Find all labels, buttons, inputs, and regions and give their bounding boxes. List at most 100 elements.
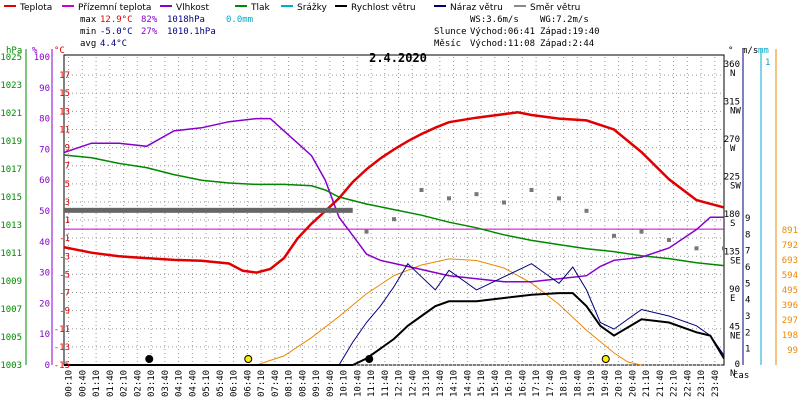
axis-hpa-tick: 1025: [0, 53, 22, 63]
axis-dir-label: SE: [730, 257, 741, 267]
legend: Teplota Přízemní teplota Vlhkost Tlak Srážky…: [4, 3, 580, 13]
time-tick: 10:10: [340, 370, 350, 397]
stat-max-press: 1018hPa: [167, 15, 205, 25]
axis-mm-tick: 1: [765, 58, 770, 68]
axis-pct-tick: 20: [39, 299, 50, 309]
axis-dir-label: S: [730, 219, 735, 229]
axis-dir-tick: 270: [724, 135, 740, 145]
axis-dir-label: NE: [730, 332, 741, 342]
axis-ms-tick: 1: [745, 345, 750, 355]
axes-layer: hPa1025102310211019101710151013101110091…: [0, 46, 798, 397]
legend-item: Teplota: [19, 3, 52, 13]
time-tick: 07:40: [271, 370, 281, 397]
wind-dir-point: [557, 196, 561, 201]
time-tick: 15:40: [491, 370, 501, 397]
axis-dir-tick: 135: [724, 248, 740, 258]
axis-temp-tick: 17: [59, 71, 70, 81]
time-tick: 04:40: [188, 370, 198, 397]
time-tick: 03:40: [161, 370, 171, 397]
time-tick: 07:10: [257, 370, 267, 397]
legend-item: Srážky: [297, 3, 328, 13]
axis-ms-tick: 2: [745, 328, 750, 338]
time-tick: 21:10: [642, 370, 652, 397]
time-tick: 06:10: [230, 370, 240, 397]
axis-dir-label: N: [730, 69, 735, 79]
axis-temp-tick: -3: [59, 252, 70, 262]
time-tick: 02:40: [133, 370, 143, 397]
axis-dir-label: N: [730, 369, 735, 379]
legend-item: Přízemní teplota: [78, 3, 151, 13]
axis-ms-tick: 4: [745, 296, 750, 306]
axis-dir-tick: 0: [735, 360, 740, 370]
wind-dir-point: [667, 238, 671, 242]
axis-temp-tick: -7: [59, 289, 70, 299]
time-tick: 05:10: [202, 370, 212, 397]
sun-label: Slunce: [434, 27, 467, 37]
time-tick: 15:10: [477, 370, 487, 397]
axis-time-unit: čas: [733, 370, 749, 381]
time-tick: 17:40: [546, 370, 556, 397]
axis-dir-tick: 90: [729, 285, 740, 295]
wind-dir-point: [364, 229, 369, 234]
axis-pct-tick: 100: [34, 53, 50, 63]
time-tick: 11:10: [367, 370, 377, 397]
axis-pct-tick: 70: [39, 145, 50, 155]
time-tick: 14:40: [463, 370, 473, 397]
axis-hpa-tick: 1013: [0, 221, 22, 231]
sun-marker: [244, 355, 253, 363]
legend-item: Náraz větru: [450, 3, 503, 13]
axis-hpa-tick: 1005: [0, 333, 22, 343]
time-tick: 03:10: [147, 370, 157, 397]
wind-wg: WG:7.2m/s: [540, 15, 589, 25]
time-tick: 18:40: [573, 370, 583, 397]
axis-temp-tick: 11: [59, 125, 70, 135]
time-tick: 01:40: [106, 370, 116, 397]
series-layer: [64, 111, 724, 366]
axis-dir-tick: 315: [724, 98, 740, 108]
axis-hpa-tick: 1007: [0, 305, 22, 315]
series-solar: [256, 258, 642, 366]
axis-temp-tick: -1: [59, 234, 70, 244]
axis-pct-tick: 50: [39, 207, 50, 217]
time-tick: 00:40: [78, 370, 88, 397]
axis-temp-tick: -11: [54, 325, 70, 335]
time-tick: 16:40: [518, 370, 528, 397]
legend-item: Směr větru: [530, 3, 580, 13]
axis-pct-tick: 10: [39, 330, 50, 340]
axis-pct-tick: 80: [39, 115, 50, 125]
legend-item: Vlhkost: [176, 3, 209, 13]
time-tick: 23:40: [711, 370, 721, 397]
axis-ms-tick: 8: [745, 230, 750, 240]
axis-pct-unit: %: [32, 46, 38, 56]
time-tick: 12:40: [408, 370, 418, 397]
axis-temp-tick: 3: [65, 198, 70, 208]
axis-hpa-tick: 1009: [0, 277, 22, 287]
wind-dir-night-bar: [64, 207, 353, 213]
axis-temp-tick: -5: [59, 270, 70, 280]
wind-dir-point: [419, 188, 424, 192]
axis-temp-tick: 9: [65, 144, 70, 154]
axis-dir-label: NW: [730, 107, 741, 117]
axis-pct-tick: 90: [39, 84, 50, 94]
time-tick: 12:10: [395, 370, 405, 397]
axis-dir-unit: °: [728, 46, 733, 56]
series-pressure: [64, 154, 724, 267]
time-tick: 02:10: [120, 370, 130, 397]
axis-solar-tick: 891: [782, 226, 798, 236]
sun-rise: Východ:06:41: [470, 27, 535, 37]
time-tick: 04:10: [175, 370, 185, 397]
axis-hpa-tick: 1017: [0, 165, 22, 175]
series-humidity: [64, 117, 724, 283]
axis-temp-tick: 15: [59, 89, 70, 99]
wind-dir-point: [639, 229, 644, 234]
series-wind-gust: [64, 262, 724, 366]
time-tick: 13:40: [436, 370, 446, 397]
time-tick: 01:10: [92, 370, 102, 397]
time-tick: 08:10: [285, 370, 295, 397]
axis-temp-tick: 1: [65, 216, 70, 226]
axis-hpa-tick: 1011: [0, 249, 22, 259]
stat-max-label: max: [80, 15, 97, 25]
legend-item: Tlak: [250, 3, 271, 13]
time-tick: 10:40: [353, 370, 363, 397]
axis-ms-tick: 3: [745, 312, 750, 322]
